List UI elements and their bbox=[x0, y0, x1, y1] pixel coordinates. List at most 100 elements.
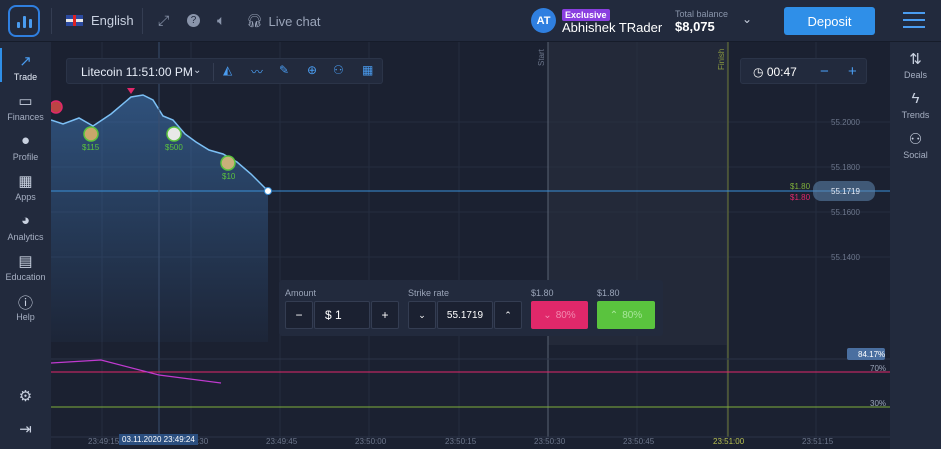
time-tick: 23:51:15 bbox=[802, 437, 834, 446]
sound-icon[interactable]: 🔈︎ bbox=[217, 12, 226, 28]
timer-value: ◷ 00:47 bbox=[753, 65, 797, 79]
level-label: 30% bbox=[870, 399, 887, 408]
price-tick: 55.1600 bbox=[831, 208, 860, 217]
logo-icon[interactable] bbox=[8, 5, 40, 37]
chart-toolbar: Litecoin 11:51:00 PM ⌄ ◭ 〰 ✎ ⊕ ⚇ ▦ bbox=[66, 58, 383, 84]
sidebar-item-trade[interactable]: ↗ Trade bbox=[0, 48, 51, 82]
expiry-timer: ◷ 00:47 − + bbox=[740, 58, 867, 84]
menu-icon[interactable] bbox=[903, 12, 925, 33]
timer-plus-button[interactable]: + bbox=[848, 63, 857, 80]
amount-plus-button[interactable]: + bbox=[371, 301, 399, 329]
trader-marker-avatar[interactable] bbox=[83, 126, 99, 142]
wallet-icon: ▭ bbox=[18, 93, 33, 110]
call-payout-label: $1.80 bbox=[597, 288, 620, 298]
sidebar-item-profile[interactable]: ● Profile bbox=[0, 132, 51, 162]
sidebar-item-deals[interactable]: ⇅ Deals bbox=[890, 50, 941, 80]
draw-icon[interactable]: ✎ bbox=[279, 63, 290, 77]
arrow-down-icon: ⌄ bbox=[543, 309, 552, 321]
sidebar-item-analytics[interactable]: ◕ Analytics bbox=[0, 212, 51, 242]
live-chat-label: Live chat bbox=[268, 13, 321, 29]
top-bar: English ⤢ ? 🔈︎ 🎧︎ Live chat AT Exclusive… bbox=[0, 0, 941, 42]
crosshair-icon[interactable]: ⊕ bbox=[307, 63, 318, 77]
avatar[interactable]: AT bbox=[531, 8, 556, 33]
gear-icon: ⚙ bbox=[18, 388, 33, 405]
arrow-up-icon: ⌃ bbox=[609, 309, 619, 321]
deposit-button[interactable]: Deposit bbox=[784, 7, 875, 35]
sidebar-item-finances[interactable]: ▭ Finances bbox=[0, 92, 51, 122]
sidebar-item-help[interactable]: ⓘ Help bbox=[0, 292, 51, 322]
level-label: 70% bbox=[870, 364, 887, 373]
price-tick: 55.1800 bbox=[831, 163, 860, 172]
price-tick: 55.1400 bbox=[831, 253, 860, 262]
language-label: English bbox=[91, 13, 134, 28]
amount-label: Amount bbox=[285, 288, 317, 298]
trader-marker-label: $115 bbox=[82, 143, 100, 152]
trader-marker-avatar[interactable] bbox=[220, 155, 236, 171]
fullscreen-icon[interactable]: ⤢ bbox=[158, 12, 170, 28]
time-tick: 23:50:30 bbox=[534, 437, 566, 446]
info-icon: ⓘ bbox=[17, 295, 33, 312]
current-price-value: 55.1719 bbox=[831, 187, 860, 196]
put-button[interactable]: ⌄ 80% bbox=[531, 301, 588, 329]
amount-input[interactable]: $ 1 bbox=[314, 301, 370, 329]
book-icon: ▤ bbox=[18, 253, 33, 270]
right-sidebar: ⇅ Deals ϟ Trends ⚇ Social bbox=[890, 42, 941, 449]
language-selector[interactable]: English bbox=[66, 13, 134, 28]
price-chart[interactable]: Start Finish $115 $500 $10 55.2000 55.18… bbox=[51, 42, 890, 449]
logout-button[interactable]: ⇥ bbox=[0, 420, 51, 440]
social-icon: ⚇ bbox=[908, 131, 923, 148]
username[interactable]: Abhishek TRader bbox=[562, 20, 663, 35]
live-chat-button[interactable]: 🎧︎ Live chat bbox=[246, 13, 321, 29]
balance-label: Total balance bbox=[675, 9, 729, 19]
finish-label: Finish bbox=[717, 48, 726, 70]
indicators-icon[interactable]: 〰 bbox=[251, 65, 264, 79]
chart-type-icon[interactable]: ◭ bbox=[223, 63, 233, 77]
sidebar-item-trends[interactable]: ϟ Trends bbox=[890, 90, 941, 120]
put-marker-icon bbox=[127, 88, 135, 94]
time-tick: 23:49:45 bbox=[266, 437, 298, 446]
put-payout-label: $1.80 bbox=[531, 288, 554, 298]
time-tick: 23:50:45 bbox=[623, 437, 655, 446]
help-icon[interactable]: ? bbox=[187, 14, 200, 27]
trader-marker-avatar[interactable] bbox=[166, 126, 182, 142]
sidebar-item-label: Finances bbox=[7, 112, 44, 122]
layout-icon[interactable]: ▦ bbox=[362, 63, 374, 77]
settings-button[interactable]: ⚙ bbox=[0, 387, 51, 407]
bolt-icon: ϟ bbox=[911, 90, 920, 107]
price-tick: 55.2000 bbox=[831, 118, 860, 127]
strike-input[interactable]: 55.1719 bbox=[437, 301, 493, 329]
chevron-down-icon[interactable]: ⌄ bbox=[193, 65, 202, 76]
trade-icon: ↗ bbox=[19, 53, 32, 70]
asset-selector[interactable]: Litecoin 11:51:00 PM bbox=[81, 65, 193, 79]
pie-icon: ◕ bbox=[20, 212, 31, 229]
trade-panel: Amount − $ 1 + Strike rate ⌄ 55.1719 ⌃ $… bbox=[279, 280, 663, 336]
current-price-tag bbox=[813, 181, 875, 201]
call-percent: 80% bbox=[622, 309, 643, 321]
divider bbox=[213, 63, 214, 81]
headset-icon: 🎧︎ bbox=[246, 13, 263, 28]
sidebar-item-education[interactable]: ▤ Education bbox=[0, 252, 51, 282]
left-sidebar: ↗ Trade ▭ Finances ● Profile ▦ Apps ◕ An… bbox=[0, 42, 51, 449]
logout-icon: ⇥ bbox=[19, 421, 32, 438]
cursor-time-label: 03.11.2020 23:49:24 bbox=[119, 434, 198, 445]
add-user-icon[interactable]: ⚇ bbox=[333, 63, 344, 77]
timer-minus-button[interactable]: − bbox=[820, 63, 829, 80]
current-price-dot bbox=[264, 187, 272, 195]
sidebar-item-label: Help bbox=[16, 312, 35, 322]
call-button[interactable]: ⌃ 80% bbox=[597, 301, 655, 329]
trader-marker-avatar[interactable] bbox=[51, 100, 63, 114]
strike-up-button[interactable]: ⌃ bbox=[494, 301, 522, 329]
sidebar-item-label: Profile bbox=[12, 152, 39, 162]
amount-minus-button[interactable]: − bbox=[285, 301, 313, 329]
timer-text: 00:47 bbox=[766, 65, 797, 79]
sidebar-item-apps[interactable]: ▦ Apps bbox=[0, 172, 51, 202]
indicator-line bbox=[51, 359, 222, 384]
strike-label: Strike rate bbox=[408, 288, 450, 298]
chevron-down-icon[interactable]: ⌄ bbox=[742, 12, 753, 26]
sidebar-item-label: Social bbox=[903, 150, 928, 160]
divider bbox=[51, 8, 52, 34]
sidebar-item-label: Apps bbox=[15, 192, 36, 202]
sidebar-item-social[interactable]: ⚇ Social bbox=[890, 130, 941, 160]
divider bbox=[142, 8, 143, 34]
strike-down-button[interactable]: ⌄ bbox=[408, 301, 436, 329]
